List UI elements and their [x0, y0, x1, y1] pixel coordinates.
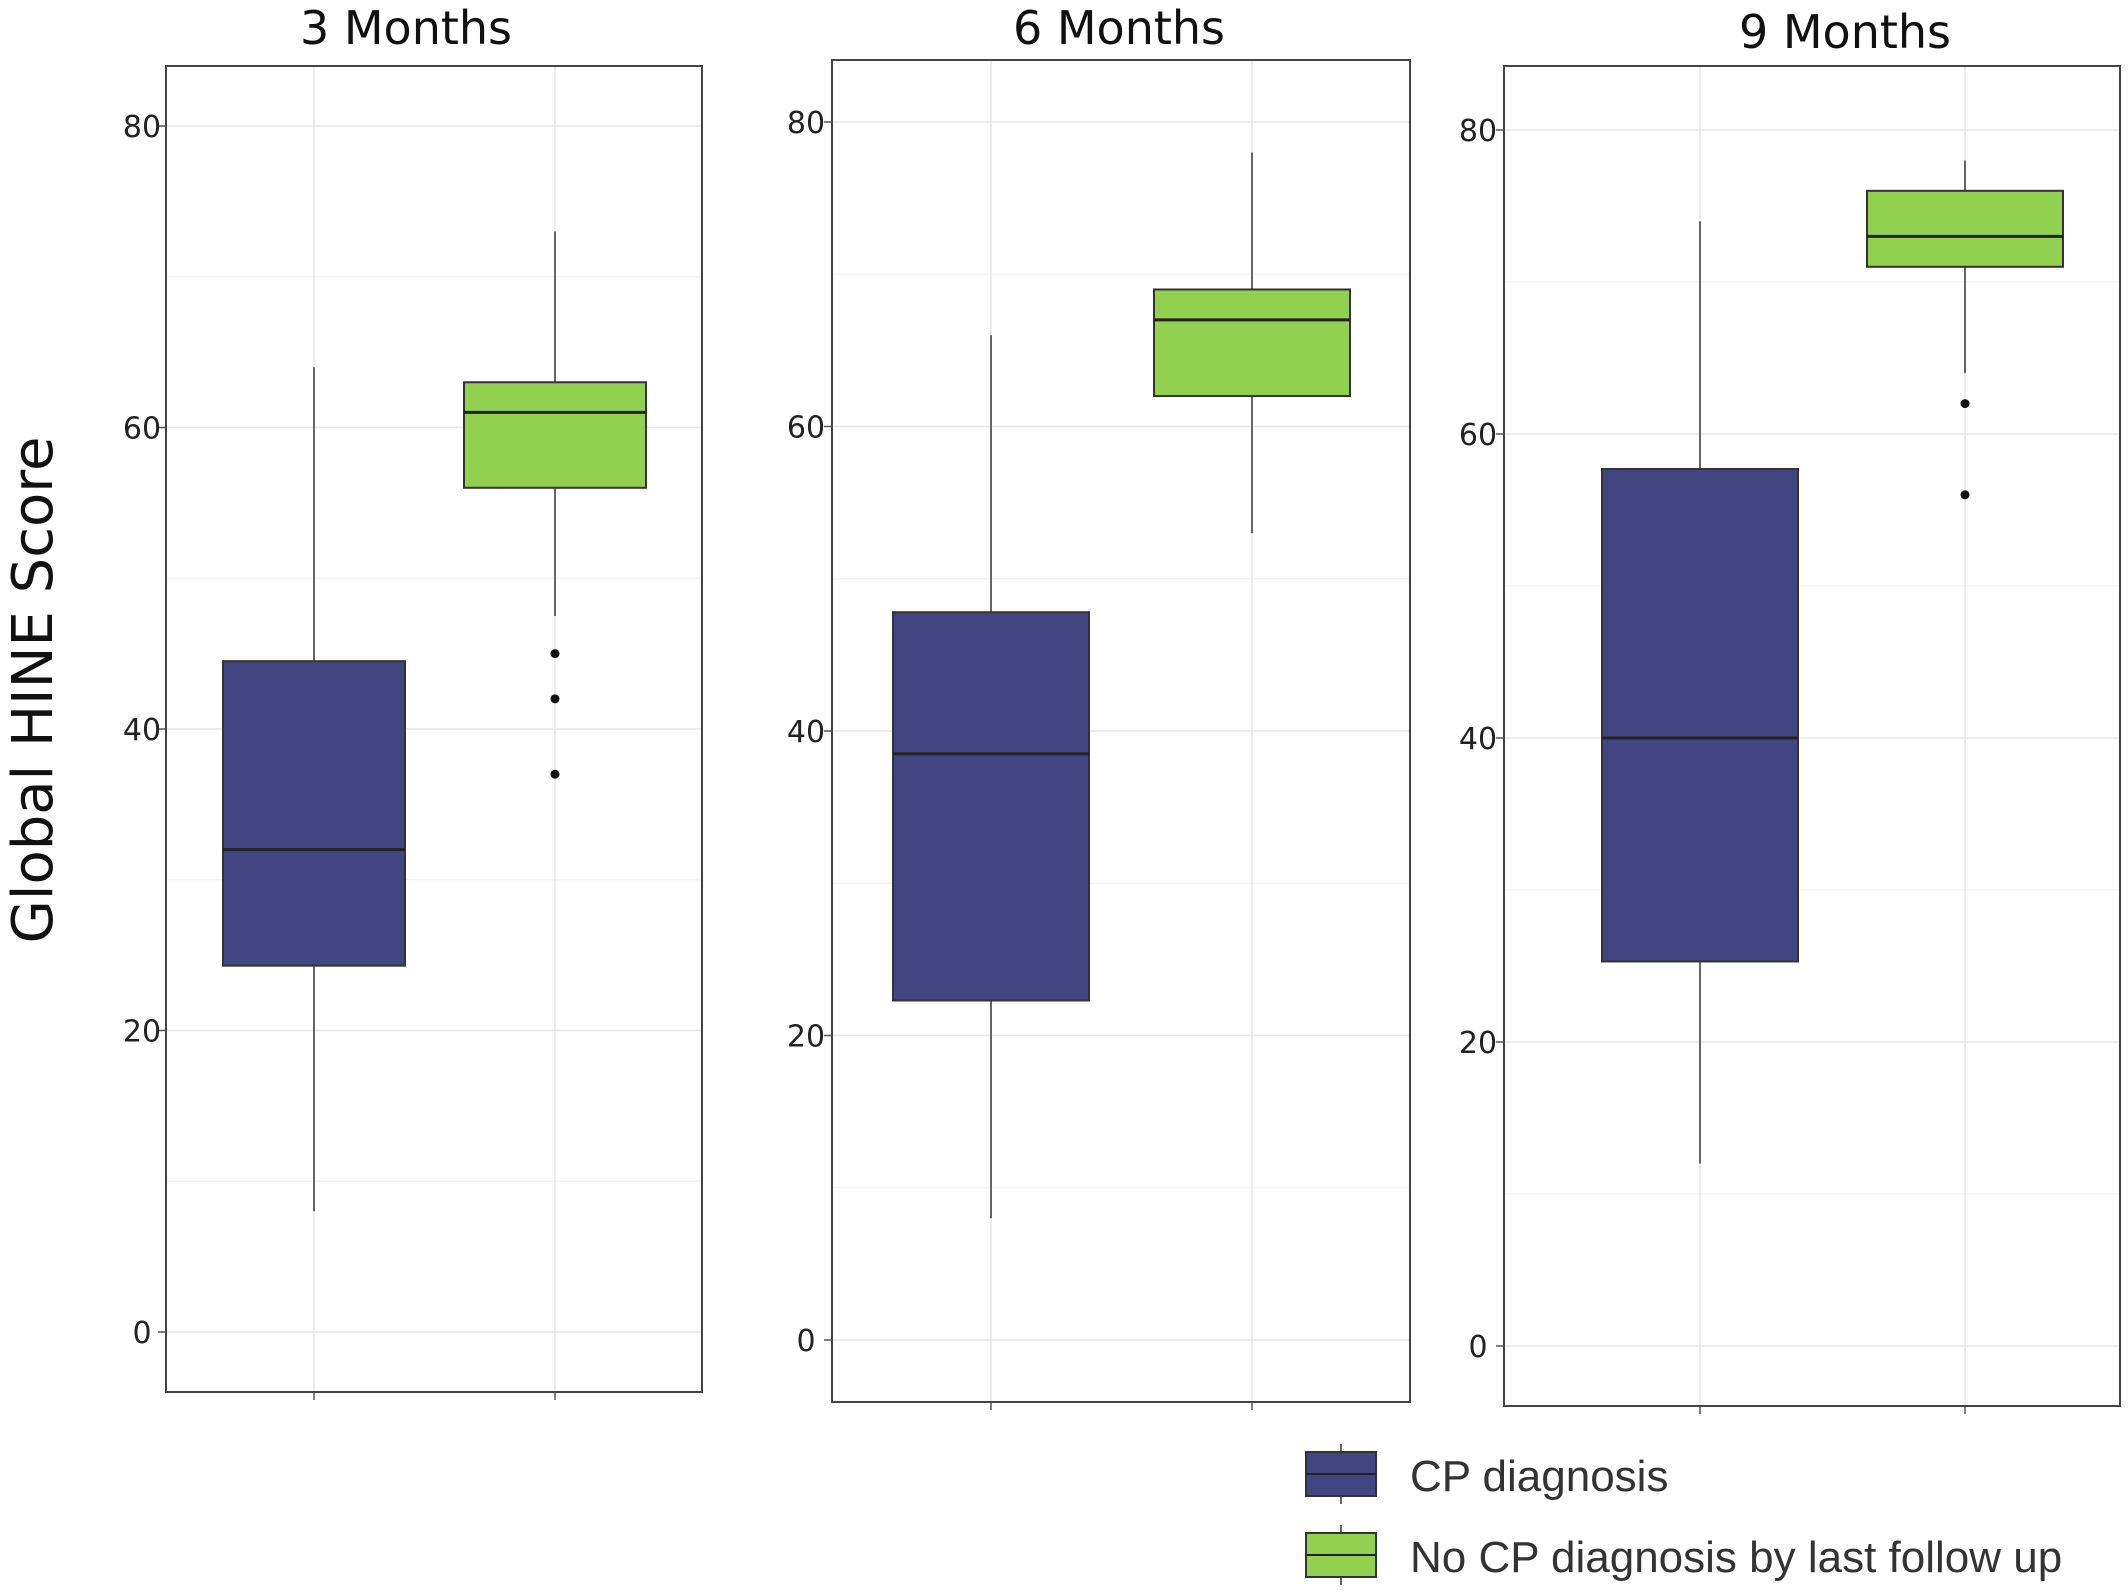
box-no-cp-diagnosis [1153, 152, 1351, 534]
y-tick-label: 40 [123, 713, 161, 748]
legend-label: No CP diagnosis by last follow up [1410, 1533, 2062, 1582]
y-tick-label: 20 [1459, 1026, 1497, 1061]
box-cp-diagnosis [892, 335, 1090, 1219]
panel-border [165, 65, 703, 1393]
box-no-cp-diagnosis [463, 231, 647, 779]
y-tick-label: 20 [123, 1015, 161, 1050]
iqr-box [1601, 467, 1799, 963]
y-axis-label: Global HINE Score [1, 437, 66, 944]
panel-border [1503, 65, 2121, 1407]
iqr-box [463, 381, 647, 489]
y-tick-label: 60 [123, 412, 161, 447]
y-tick-label: 80 [1459, 114, 1497, 149]
iqr-box [1153, 288, 1351, 398]
y-tick-label: 40 [787, 715, 825, 750]
y-tick-label: 0 [132, 1316, 151, 1351]
panel-title: 6 Months [1013, 1, 1225, 55]
y-tick-label: 0 [1468, 1330, 1487, 1365]
y-tick-label: 60 [1459, 418, 1497, 453]
y-tick-label: 40 [1459, 722, 1497, 757]
legend-entry: No CP diagnosis by last follow up [1305, 1525, 2062, 1585]
panel-title: 9 Months [1739, 5, 1951, 59]
iqr-box [1866, 189, 2064, 268]
y-tick-label: 80 [123, 110, 161, 145]
outlier-point [550, 769, 560, 779]
panel-title: 3 Months [300, 1, 512, 55]
legend: CP diagnosis No CP diagnosis by last foll… [1305, 1444, 2062, 1585]
box-cp-diagnosis [1601, 221, 1799, 1164]
iqr-box [222, 660, 406, 967]
box-no-cp-diagnosis [1866, 160, 2064, 500]
y-tick-label: 0 [796, 1324, 815, 1359]
panel-2: 6 Months 0 20 40 60 80 [787, 1, 1411, 1410]
box-cp-diagnosis [222, 367, 406, 1212]
y-tick-label: 80 [787, 106, 825, 141]
iqr-box [892, 611, 1090, 1002]
panel-border [831, 59, 1411, 1403]
legend-entry: CP diagnosis [1305, 1444, 1668, 1504]
y-tick-label: 20 [787, 1020, 825, 1055]
outlier-point [550, 649, 560, 659]
panel-3: 9 Months 0 20 40 60 80 [1459, 5, 2121, 1414]
y-tick-label: 60 [787, 411, 825, 446]
outlier-point [1960, 490, 1970, 500]
outlier-point [550, 694, 560, 704]
outlier-point [1960, 399, 1970, 409]
panel-1: 3 Months 0 20 40 60 80 [123, 1, 703, 1400]
legend-label: CP diagnosis [1410, 1452, 1668, 1501]
